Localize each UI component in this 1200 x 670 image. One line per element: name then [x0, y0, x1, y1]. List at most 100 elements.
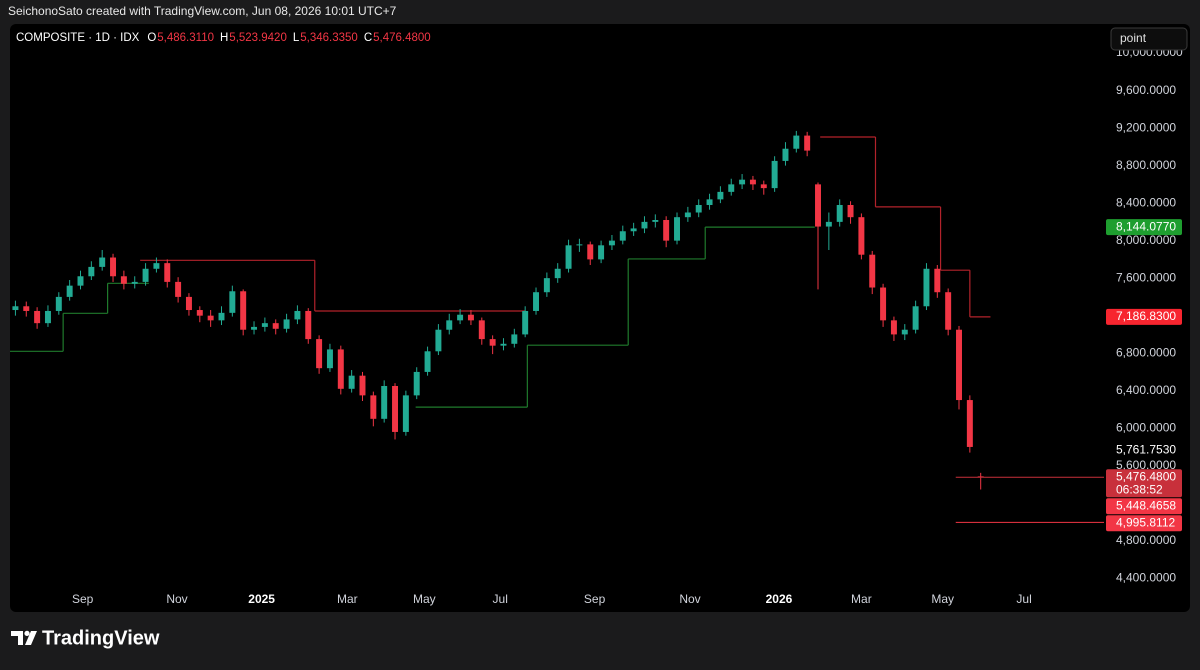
candle-body: [543, 278, 550, 293]
candle-body: [142, 268, 149, 282]
candle-body: [424, 351, 431, 372]
candle-body: [836, 204, 843, 222]
y-tick-label: 8,800.0000: [1116, 158, 1176, 172]
candle-body: [554, 268, 561, 279]
candle-body: [23, 306, 30, 311]
candle-body: [945, 292, 952, 330]
candle-body: [825, 221, 832, 227]
candle-body: [457, 314, 464, 321]
candle-body: [663, 220, 670, 241]
candle-body: [565, 245, 572, 269]
candle-body: [674, 217, 680, 241]
y-tick-label: 4,800.0000: [1116, 533, 1176, 547]
point-input-text[interactable]: point: [1120, 31, 1147, 45]
legend-value: 5,476.4800: [373, 32, 431, 44]
legend-key: C: [364, 32, 372, 44]
legend-value: 5,346.3350: [300, 32, 358, 44]
price-label: 4,995.8112: [1116, 515, 1175, 529]
candle-body: [880, 287, 887, 321]
candle-body: [413, 371, 420, 396]
price-label: 5,448.4658: [1116, 498, 1176, 512]
candle-body: [120, 276, 127, 284]
symbol: COMPOSITE · 1D · IDX: [16, 32, 140, 44]
candle-body: [261, 323, 268, 327]
x-tick-label: Nov: [166, 592, 187, 606]
candle-body: [771, 160, 778, 189]
price-label-box: [1106, 308, 1182, 325]
candle-body: [728, 184, 735, 192]
candle-body: [782, 148, 789, 161]
y-tick-label: 6,800.0000: [1116, 345, 1176, 359]
price-label-box: [1106, 498, 1182, 515]
candle-body: [381, 385, 388, 419]
candle-body: [966, 400, 973, 447]
attribution: SeichonoSato created with TradingView.co…: [8, 4, 397, 18]
x-tick-label: Sep: [72, 592, 94, 606]
candle-body: [370, 395, 377, 419]
candle-body: [435, 329, 442, 352]
plot-area: 10,000.00009,600.00009,200.00008,800.000…: [10, 45, 1183, 612]
candle-body: [229, 291, 236, 313]
x-tick-label: Mar: [851, 592, 872, 606]
point-input[interactable]: [1110, 27, 1188, 51]
candle-body: [185, 296, 192, 311]
candle-body: [804, 135, 811, 151]
candle-body: [739, 179, 746, 185]
candle-body: [316, 339, 323, 369]
price-label-box: [1106, 219, 1182, 236]
candle-body: [717, 191, 724, 200]
candle-body: [77, 276, 84, 286]
candle-body: [99, 257, 106, 267]
candle-body: [478, 320, 485, 340]
candle-body: [533, 292, 540, 311]
y-tick-label: 6,000.0000: [1116, 420, 1176, 434]
candle-body: [348, 375, 355, 389]
x-tick-label: Sep: [584, 592, 606, 606]
candle-body: [153, 263, 160, 269]
legend-key: L: [293, 32, 300, 44]
x-tick-label: May: [413, 592, 436, 606]
candle-body: [608, 240, 615, 246]
brand: TradingView: [42, 627, 160, 649]
candle-body: [110, 257, 117, 277]
candle-body: [207, 315, 214, 321]
candle-body: [446, 320, 453, 330]
candle-body: [815, 184, 821, 227]
candle-body: [641, 221, 648, 229]
candle-body: [760, 184, 767, 189]
y-tick-label: 9,200.0000: [1116, 120, 1176, 134]
x-tick-label: 2025: [248, 592, 275, 606]
candle-body: [359, 375, 366, 396]
candle-body: [684, 212, 691, 218]
y-tick-label: 9,600.0000: [1116, 83, 1176, 97]
candle-body: [467, 314, 474, 321]
candle-body: [511, 334, 518, 344]
legend-value: 5,523.9420: [229, 32, 287, 44]
candle-body: [706, 199, 713, 205]
x-tick-label: May: [931, 592, 954, 606]
candle-body: [337, 349, 344, 389]
candle-body: [858, 217, 865, 255]
candle-body: [500, 343, 507, 346]
candle-body: [923, 268, 930, 307]
price-label-box: [1106, 469, 1182, 498]
candle-body: [489, 339, 496, 346]
y-tick-label: 8,400.0000: [1116, 195, 1176, 209]
legend-key: O: [147, 32, 156, 44]
countdown: 06:38:52: [1116, 482, 1163, 496]
candle-body: [12, 306, 19, 311]
candle-body: [272, 323, 279, 329]
candle-body: [749, 179, 756, 185]
candle-body: [869, 254, 876, 288]
x-tick-label: Jul: [1016, 592, 1031, 606]
candle-body: [66, 285, 73, 297]
candle-body: [598, 245, 605, 260]
y-tick-label: 5,600.0000: [1116, 458, 1176, 472]
logo-icon: [11, 630, 37, 645]
candle-body: [619, 231, 626, 241]
candle-body: [88, 266, 95, 277]
candle-body: [240, 291, 247, 330]
candle-body: [695, 204, 702, 213]
